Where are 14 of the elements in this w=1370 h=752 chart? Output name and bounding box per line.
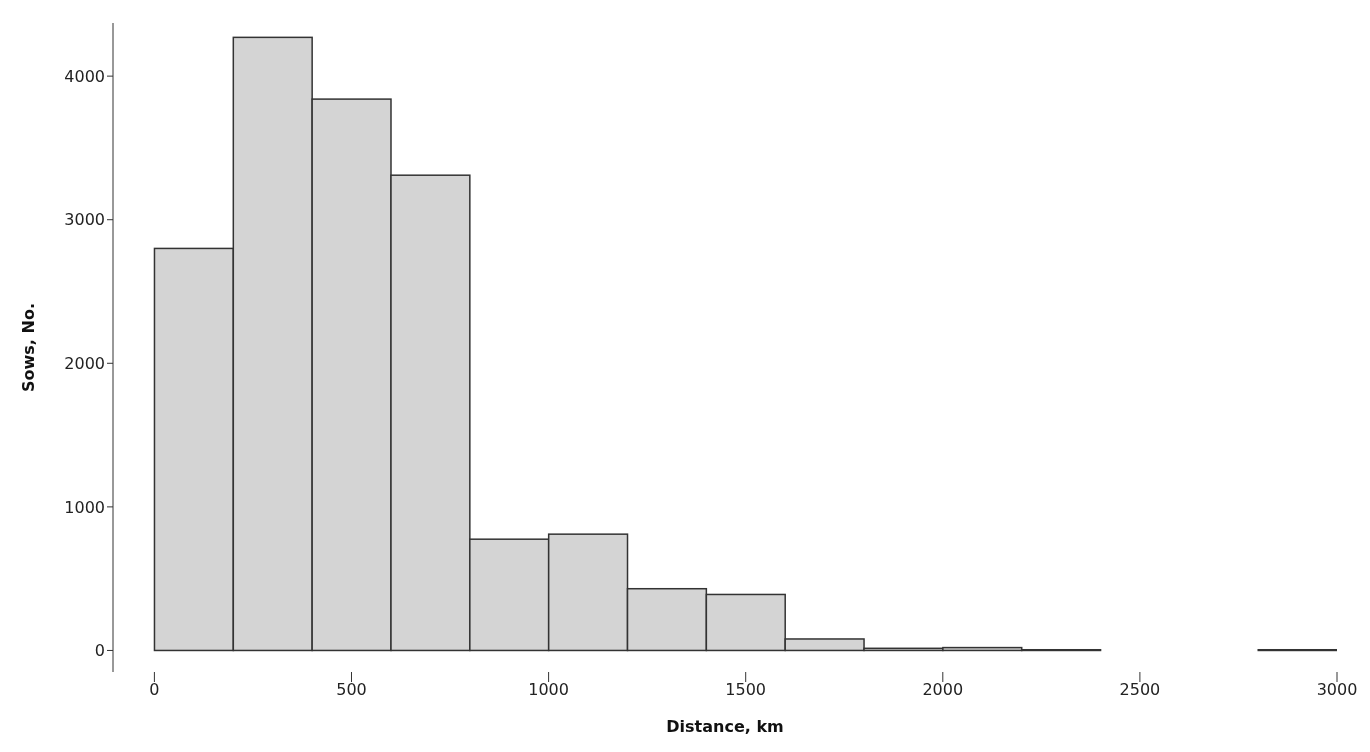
y-tick-label: 0 bbox=[94, 641, 105, 661]
x-tick-label: 1000 bbox=[528, 680, 569, 700]
x-tick-label: 1500 bbox=[725, 680, 767, 700]
y-axis-title: Sows, No. bbox=[18, 303, 38, 392]
y-tick-label: 2000 bbox=[64, 353, 105, 373]
y-tick-label: 1000 bbox=[64, 497, 105, 517]
x-tick-label: 3000 bbox=[1316, 680, 1358, 700]
x-tick-label: 500 bbox=[336, 680, 367, 700]
x-tick-label: 2000 bbox=[922, 680, 964, 700]
y-tick-label: 4000 bbox=[64, 66, 105, 86]
x-tick-label: 0 bbox=[149, 680, 160, 700]
y-tick-label: 3000 bbox=[64, 210, 105, 230]
x-axis-title: Distance, km bbox=[666, 717, 784, 736]
x-tick-label: 2500 bbox=[1119, 680, 1161, 700]
